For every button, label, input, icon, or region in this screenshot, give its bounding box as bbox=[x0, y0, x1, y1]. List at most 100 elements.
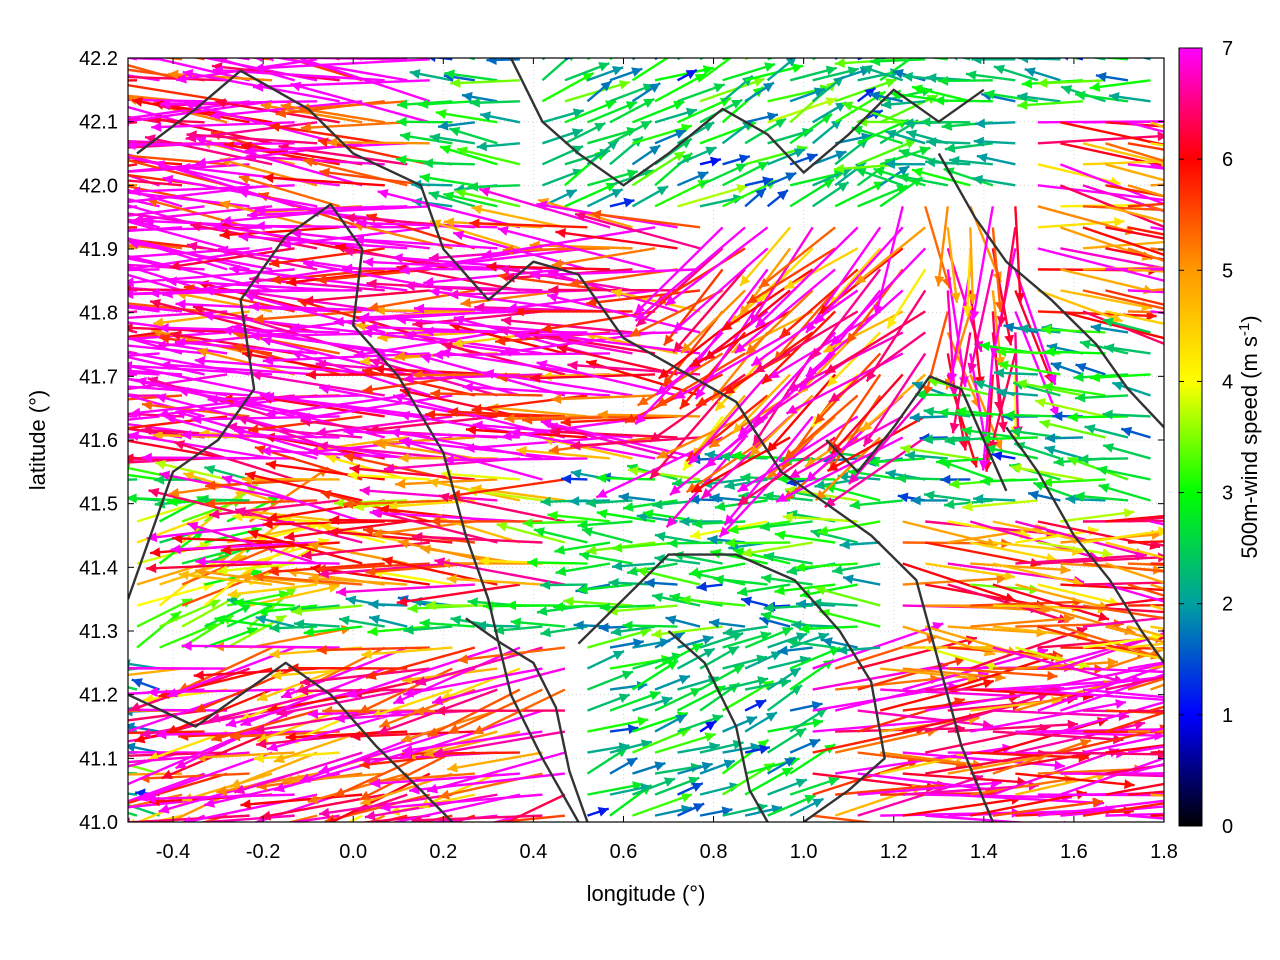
wind-vector bbox=[744, 626, 794, 649]
wind-vector bbox=[555, 562, 611, 577]
wind-vector bbox=[547, 510, 611, 523]
wind-vector bbox=[744, 117, 787, 145]
wind-vector bbox=[774, 583, 836, 596]
wind-vector bbox=[677, 782, 704, 796]
wind-vector bbox=[396, 116, 453, 127]
wind-vector bbox=[744, 63, 804, 82]
y-tick-label: 41.4 bbox=[79, 557, 118, 579]
wind-vector bbox=[1105, 763, 1164, 775]
wind-vector bbox=[1127, 121, 1164, 133]
wind-vector bbox=[1082, 688, 1164, 699]
wind-vector bbox=[1082, 667, 1164, 674]
wind-vector bbox=[336, 583, 475, 597]
wind-vector bbox=[240, 667, 386, 727]
wind-vector bbox=[841, 101, 904, 124]
wind-vector bbox=[1105, 646, 1164, 661]
wind-vector bbox=[654, 107, 698, 124]
wind-vector bbox=[622, 499, 678, 512]
wind-vector bbox=[128, 371, 160, 376]
wind-vector bbox=[307, 772, 408, 804]
wind-vector bbox=[586, 188, 624, 208]
wind-vector bbox=[280, 102, 385, 124]
wind-vector bbox=[1150, 772, 1164, 775]
wind-vector bbox=[1065, 494, 1106, 505]
wind-vector bbox=[586, 80, 613, 103]
contour-line bbox=[937, 152, 1164, 429]
wind-vector bbox=[198, 494, 250, 505]
wind-vector bbox=[328, 527, 453, 544]
colorbar-tick-label: 5 bbox=[1222, 260, 1233, 282]
wind-vector bbox=[938, 75, 993, 86]
wind-vector bbox=[128, 331, 228, 341]
wind-vector bbox=[626, 562, 678, 576]
wind-vector bbox=[1127, 729, 1164, 733]
wind-vector bbox=[1082, 289, 1164, 310]
wind-vector bbox=[848, 394, 927, 485]
wind-vector bbox=[398, 436, 566, 460]
wind-vector bbox=[1042, 382, 1106, 397]
wind-vector bbox=[1082, 604, 1164, 620]
wind-vector bbox=[249, 583, 340, 607]
wind-vector bbox=[300, 121, 408, 133]
colorbar-title: 500m-wind speed (m s-1) bbox=[1236, 315, 1262, 558]
wind-vector bbox=[1127, 540, 1164, 544]
wind-vector bbox=[128, 361, 273, 376]
wind-vector bbox=[269, 121, 385, 145]
contour-line bbox=[136, 69, 994, 822]
wind-vector bbox=[1082, 734, 1164, 754]
wind-vector bbox=[652, 499, 701, 510]
wind-vector bbox=[128, 439, 228, 460]
wind-vector bbox=[996, 387, 1038, 398]
colorbar bbox=[1178, 47, 1203, 827]
wind-vector bbox=[842, 574, 881, 586]
wind-vector bbox=[181, 430, 340, 441]
wind-vector bbox=[798, 623, 858, 634]
wind-vector bbox=[722, 715, 758, 733]
wind-vector bbox=[128, 304, 183, 313]
wind-vector bbox=[1105, 310, 1164, 325]
wind-vector bbox=[128, 350, 138, 355]
wind-vector bbox=[1127, 745, 1164, 754]
wind-vector bbox=[1127, 226, 1164, 236]
wind-vector bbox=[586, 100, 638, 124]
wind-vector bbox=[789, 87, 826, 103]
wind-vector bbox=[1103, 343, 1151, 355]
y-tick-label: 42.1 bbox=[79, 112, 118, 134]
wind-vector bbox=[131, 678, 160, 691]
x-tick-label: -0.4 bbox=[156, 841, 190, 863]
wind-vector bbox=[128, 140, 295, 151]
wind-vector bbox=[609, 638, 645, 649]
wind-vector bbox=[1078, 454, 1128, 465]
x-tick-label: 1.2 bbox=[880, 841, 908, 863]
wind-vector bbox=[497, 226, 656, 271]
wind-vector bbox=[1127, 310, 1164, 314]
wind-vector bbox=[1060, 673, 1164, 712]
wind-vector bbox=[834, 58, 839, 61]
wind-vector bbox=[1014, 206, 1025, 304]
wind-vector bbox=[699, 739, 744, 754]
wind-vector bbox=[992, 738, 1092, 775]
wind-vector bbox=[590, 209, 701, 229]
wind-vector bbox=[437, 120, 475, 131]
wind-vectors bbox=[128, 58, 1164, 822]
wind-vector bbox=[403, 667, 543, 698]
wind-vector bbox=[434, 705, 565, 716]
wind-vector bbox=[699, 58, 733, 82]
wind-vector bbox=[128, 163, 250, 173]
wind-vector bbox=[991, 227, 1005, 313]
wind-vector bbox=[1105, 289, 1164, 306]
wind-vector bbox=[183, 100, 341, 145]
wind-vector bbox=[689, 520, 768, 540]
wind-vector bbox=[609, 97, 655, 124]
wind-vector bbox=[128, 268, 160, 272]
wind-vector bbox=[467, 181, 520, 192]
wind-vector bbox=[699, 156, 722, 167]
wind-vector bbox=[810, 268, 882, 360]
wind-vector bbox=[970, 699, 1127, 733]
wind-vector bbox=[577, 583, 633, 595]
wind-vector bbox=[404, 280, 543, 292]
wind-vector bbox=[586, 650, 625, 670]
wind-vector bbox=[1060, 604, 1164, 614]
wind-vector bbox=[289, 58, 431, 103]
wind-vector bbox=[128, 751, 250, 764]
